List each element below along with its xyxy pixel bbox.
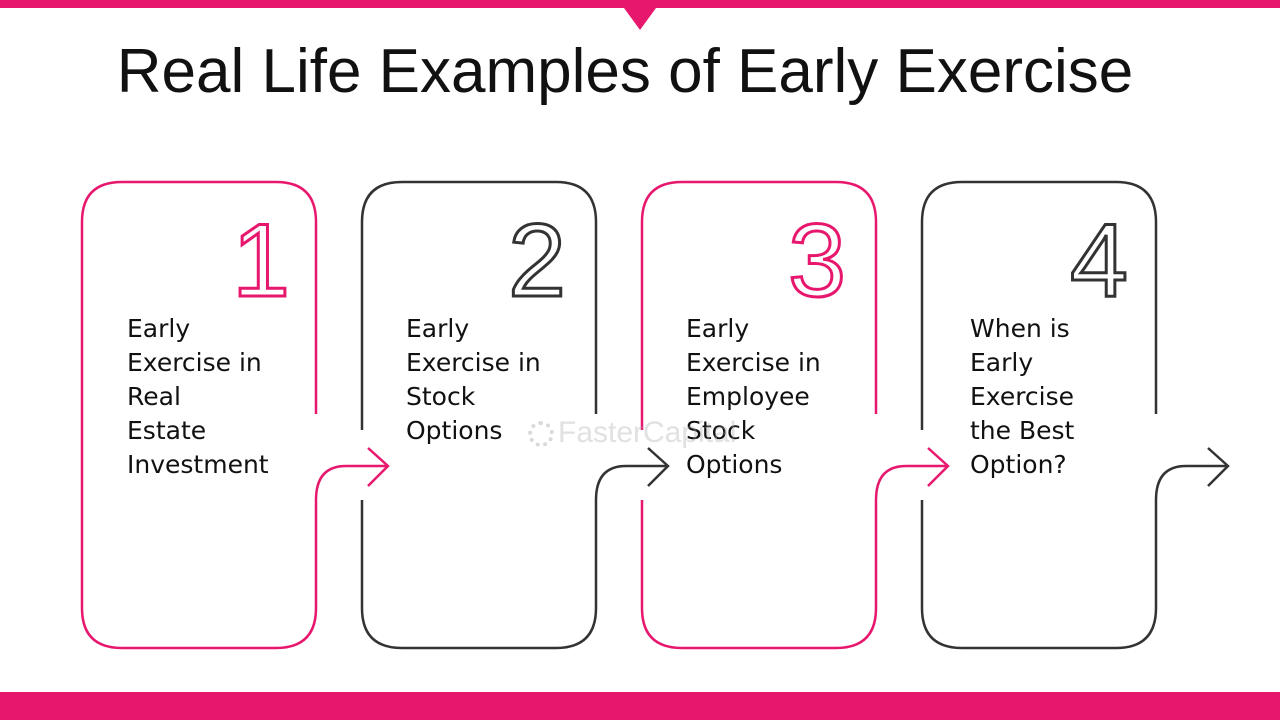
page-title: Real Life Examples of Early Exercise <box>116 37 1134 106</box>
step-4-label: When is Early Exercise the Best Option? <box>970 314 1075 479</box>
bottom-accent-bar <box>0 692 1280 720</box>
top-notch-marker <box>624 8 656 30</box>
step-4-number: 4 <box>1070 203 1128 319</box>
step-4-arrowhead <box>1207 447 1230 487</box>
step-1-outline <box>80 180 388 650</box>
step-3-arrowhead <box>927 447 950 487</box>
step-3-outline <box>640 180 948 650</box>
step-1-shape <box>80 180 390 650</box>
step-1-arrowhead <box>367 447 390 487</box>
step-2-arrowhead <box>647 447 670 487</box>
step-3-number: 3 <box>788 203 846 319</box>
step-2-outline <box>360 180 668 650</box>
watermark-gear-icon <box>528 421 554 448</box>
step-3-label: Early Exercise in Employee Stock Options <box>686 314 821 479</box>
step-4-outline <box>920 180 1228 650</box>
step-2-shape <box>360 180 670 650</box>
step-4-shape <box>920 180 1230 650</box>
step-2-label: Early Exercise in Stock Options <box>406 314 541 445</box>
watermark: FasterCapital <box>528 416 736 450</box>
step-3-shape <box>640 180 950 650</box>
step-1-number: 1 <box>232 203 290 319</box>
step-1-label: Early Exercise in Real Estate Investment <box>127 314 269 479</box>
top-accent-bar <box>0 0 1280 8</box>
step-2-number: 2 <box>508 203 566 319</box>
watermark-text: FasterCapital <box>558 416 737 449</box>
